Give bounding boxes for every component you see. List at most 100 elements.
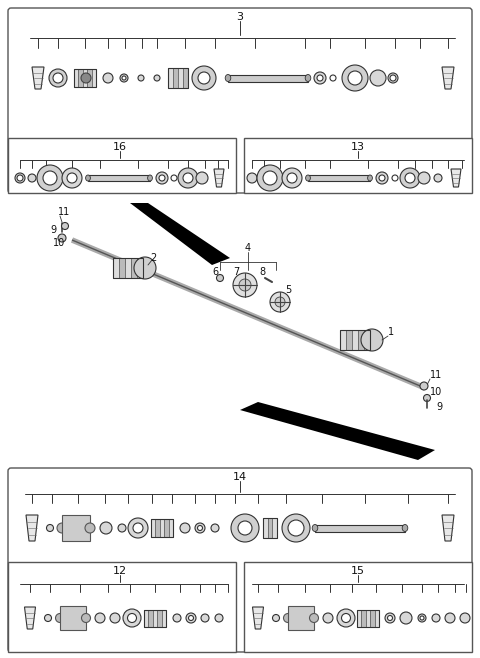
Ellipse shape <box>85 175 90 181</box>
Text: 1: 1 <box>388 327 394 337</box>
Circle shape <box>156 172 168 184</box>
Circle shape <box>28 174 36 182</box>
Bar <box>244 562 472 652</box>
Bar <box>162 609 166 626</box>
Circle shape <box>62 168 82 188</box>
Bar <box>125 258 131 278</box>
Circle shape <box>123 609 141 627</box>
Bar <box>183 68 188 88</box>
Text: 10: 10 <box>430 387 442 397</box>
Circle shape <box>379 175 385 181</box>
Polygon shape <box>252 607 264 629</box>
Bar <box>352 330 358 350</box>
Bar <box>144 609 166 626</box>
Circle shape <box>337 609 355 627</box>
Circle shape <box>58 234 66 242</box>
Circle shape <box>183 173 193 183</box>
Circle shape <box>273 615 279 622</box>
Bar <box>83 69 87 87</box>
Circle shape <box>282 514 310 542</box>
Circle shape <box>330 75 336 81</box>
Circle shape <box>122 76 126 80</box>
Circle shape <box>17 175 23 181</box>
Bar <box>357 609 379 626</box>
Circle shape <box>57 523 67 533</box>
Circle shape <box>275 297 285 307</box>
Circle shape <box>216 274 224 282</box>
Circle shape <box>128 613 136 622</box>
Text: 9: 9 <box>50 225 56 235</box>
Text: 5: 5 <box>285 285 291 295</box>
Bar <box>244 138 472 193</box>
Bar <box>92 69 96 87</box>
Circle shape <box>270 292 290 312</box>
Circle shape <box>420 382 428 390</box>
Bar <box>144 609 148 626</box>
Circle shape <box>49 69 67 87</box>
Circle shape <box>197 526 203 530</box>
Bar <box>272 518 277 538</box>
Circle shape <box>385 613 395 623</box>
Bar <box>148 609 153 626</box>
Circle shape <box>47 524 53 532</box>
Circle shape <box>138 75 144 81</box>
Circle shape <box>67 173 77 183</box>
Circle shape <box>133 523 143 533</box>
Circle shape <box>310 613 319 622</box>
Ellipse shape <box>305 74 311 82</box>
Circle shape <box>432 614 440 622</box>
Polygon shape <box>26 515 38 541</box>
Ellipse shape <box>402 524 408 532</box>
Polygon shape <box>451 169 461 187</box>
Circle shape <box>45 615 51 622</box>
Circle shape <box>392 175 398 181</box>
Text: 14: 14 <box>233 472 247 482</box>
Circle shape <box>173 614 181 622</box>
Bar <box>168 519 173 537</box>
Circle shape <box>192 66 216 90</box>
Text: 8: 8 <box>259 267 265 277</box>
Circle shape <box>423 395 431 401</box>
Circle shape <box>233 273 257 297</box>
Circle shape <box>110 613 120 623</box>
Ellipse shape <box>368 175 372 181</box>
Circle shape <box>314 72 326 84</box>
Polygon shape <box>24 607 36 629</box>
Circle shape <box>231 514 259 542</box>
Circle shape <box>215 614 223 622</box>
Circle shape <box>263 171 277 185</box>
Bar <box>137 258 143 278</box>
Circle shape <box>370 70 386 86</box>
Ellipse shape <box>225 74 231 82</box>
Circle shape <box>282 168 302 188</box>
Bar <box>346 330 352 350</box>
Text: 11: 11 <box>430 370 442 380</box>
Text: 2: 2 <box>150 253 156 263</box>
Text: 12: 12 <box>113 566 127 576</box>
Circle shape <box>100 522 112 534</box>
Bar <box>361 609 366 626</box>
Text: 7: 7 <box>233 267 239 277</box>
Circle shape <box>342 65 368 91</box>
Bar <box>263 518 277 538</box>
Circle shape <box>387 615 393 620</box>
Text: 10: 10 <box>53 238 65 248</box>
Bar <box>131 258 137 278</box>
Circle shape <box>288 520 304 536</box>
Circle shape <box>460 613 470 623</box>
Bar <box>157 609 162 626</box>
Bar <box>168 68 173 88</box>
Bar <box>151 519 173 537</box>
Text: 3: 3 <box>237 12 243 22</box>
Circle shape <box>189 615 193 620</box>
Bar <box>119 258 125 278</box>
Bar <box>364 330 370 350</box>
Bar <box>74 69 96 87</box>
Circle shape <box>388 73 398 83</box>
Circle shape <box>15 173 25 183</box>
Circle shape <box>284 613 292 622</box>
Circle shape <box>418 614 426 622</box>
Circle shape <box>198 72 210 84</box>
Bar <box>151 519 156 537</box>
Bar <box>357 609 361 626</box>
